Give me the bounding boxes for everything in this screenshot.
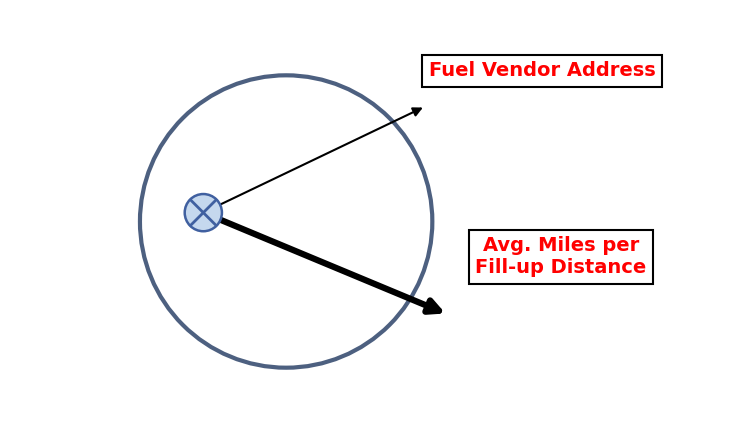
Text: Avg. Miles per
Fill-up Distance: Avg. Miles per Fill-up Distance xyxy=(475,237,647,277)
Text: Fuel Vendor Address: Fuel Vendor Address xyxy=(428,62,656,80)
Circle shape xyxy=(184,194,222,231)
